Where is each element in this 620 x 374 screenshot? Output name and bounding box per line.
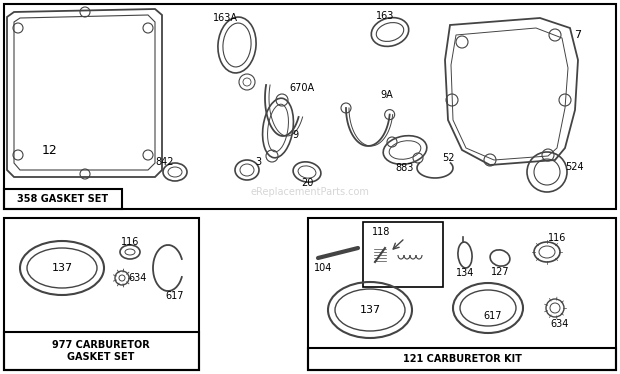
Text: 163A: 163A [213, 13, 237, 23]
Text: 977 CARBURETOR
GASKET SET: 977 CARBURETOR GASKET SET [52, 340, 150, 362]
Text: 118: 118 [372, 227, 390, 237]
Text: eReplacementParts.com: eReplacementParts.com [250, 187, 370, 197]
Text: 104: 104 [314, 263, 332, 273]
Text: 127: 127 [490, 267, 509, 277]
Text: 116: 116 [548, 233, 566, 243]
Bar [363, 222, 443, 287]
Text: 137: 137 [51, 263, 73, 273]
Text: 524: 524 [565, 162, 583, 172]
Bar [4, 332, 199, 370]
Text: 617: 617 [166, 291, 184, 301]
Text: 163: 163 [376, 11, 394, 21]
Text: 670A: 670A [290, 83, 314, 93]
Bar [308, 218, 616, 370]
Text: 7: 7 [575, 30, 582, 40]
Text: 617: 617 [484, 311, 502, 321]
Text: 358 GASKET SET: 358 GASKET SET [17, 194, 108, 204]
Text: 20: 20 [301, 178, 313, 188]
Text: 134: 134 [456, 268, 474, 278]
Bar [4, 189, 122, 209]
Text: 634: 634 [129, 273, 147, 283]
Text: 3: 3 [255, 157, 261, 167]
Text: 842: 842 [156, 157, 174, 167]
Text: 52: 52 [441, 153, 454, 163]
Text: 9: 9 [292, 130, 298, 140]
Text: 116: 116 [121, 237, 139, 247]
Bar [308, 348, 616, 370]
Text: 883: 883 [396, 163, 414, 173]
Text: 12: 12 [42, 144, 58, 156]
Text: 9A: 9A [381, 90, 393, 100]
Bar [4, 218, 199, 370]
Text: 137: 137 [360, 305, 381, 315]
Bar [4, 4, 616, 209]
Text: 121 CARBURETOR KIT: 121 CARBURETOR KIT [402, 354, 521, 364]
Text: 634: 634 [551, 319, 569, 329]
